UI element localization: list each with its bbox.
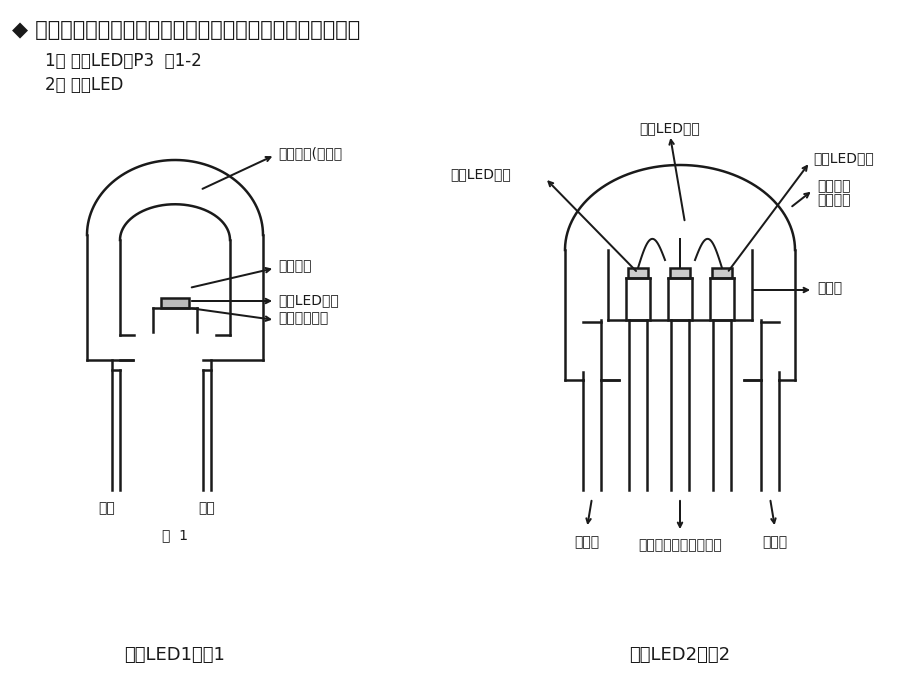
Text: 阴极: 阴极	[199, 501, 215, 515]
Text: 图  1: 图 1	[162, 528, 187, 542]
Text: 绿阳极: 绿阳极	[762, 535, 787, 549]
Text: 蓝色LED芯片: 蓝色LED芯片	[449, 167, 510, 181]
Text: （透明）: （透明）	[816, 193, 849, 207]
Text: 阳极: 阳极	[98, 501, 115, 515]
Text: 蓝阳极: 蓝阳极	[573, 535, 599, 549]
Bar	[669, 268, 689, 278]
Text: 红色LED芯片: 红色LED芯片	[639, 121, 699, 135]
Text: 蓝色LED芯片: 蓝色LED芯片	[278, 293, 338, 307]
Text: 白光LED2：图2: 白光LED2：图2	[629, 646, 730, 664]
Bar	[628, 268, 647, 278]
Text: 模制树脂(透镜）: 模制树脂(透镜）	[278, 146, 342, 160]
Text: 荧光体层: 荧光体层	[278, 259, 312, 273]
Text: ◆ 发光二极管的构成：管芯支架、管芯晶片、金线、环氧树脂: ◆ 发光二极管的构成：管芯支架、管芯晶片、金线、环氧树脂	[12, 20, 360, 40]
Text: 端子兼反光板: 端子兼反光板	[278, 311, 328, 325]
Text: 1） 单踯LED：P3  图1-2: 1） 单踯LED：P3 图1-2	[45, 52, 201, 70]
Bar	[711, 268, 732, 278]
Text: 模制树脂: 模制树脂	[816, 179, 849, 193]
Text: 公共阴极端子兼反射板: 公共阴极端子兼反射板	[638, 538, 721, 552]
Text: 2） 白光LED: 2） 白光LED	[45, 76, 123, 94]
Text: 绿色LED芯片: 绿色LED芯片	[812, 151, 873, 165]
Bar	[161, 298, 188, 308]
Text: 红阳极: 红阳极	[816, 281, 841, 295]
Text: 白光LED1：图1: 白光LED1：图1	[124, 646, 225, 664]
